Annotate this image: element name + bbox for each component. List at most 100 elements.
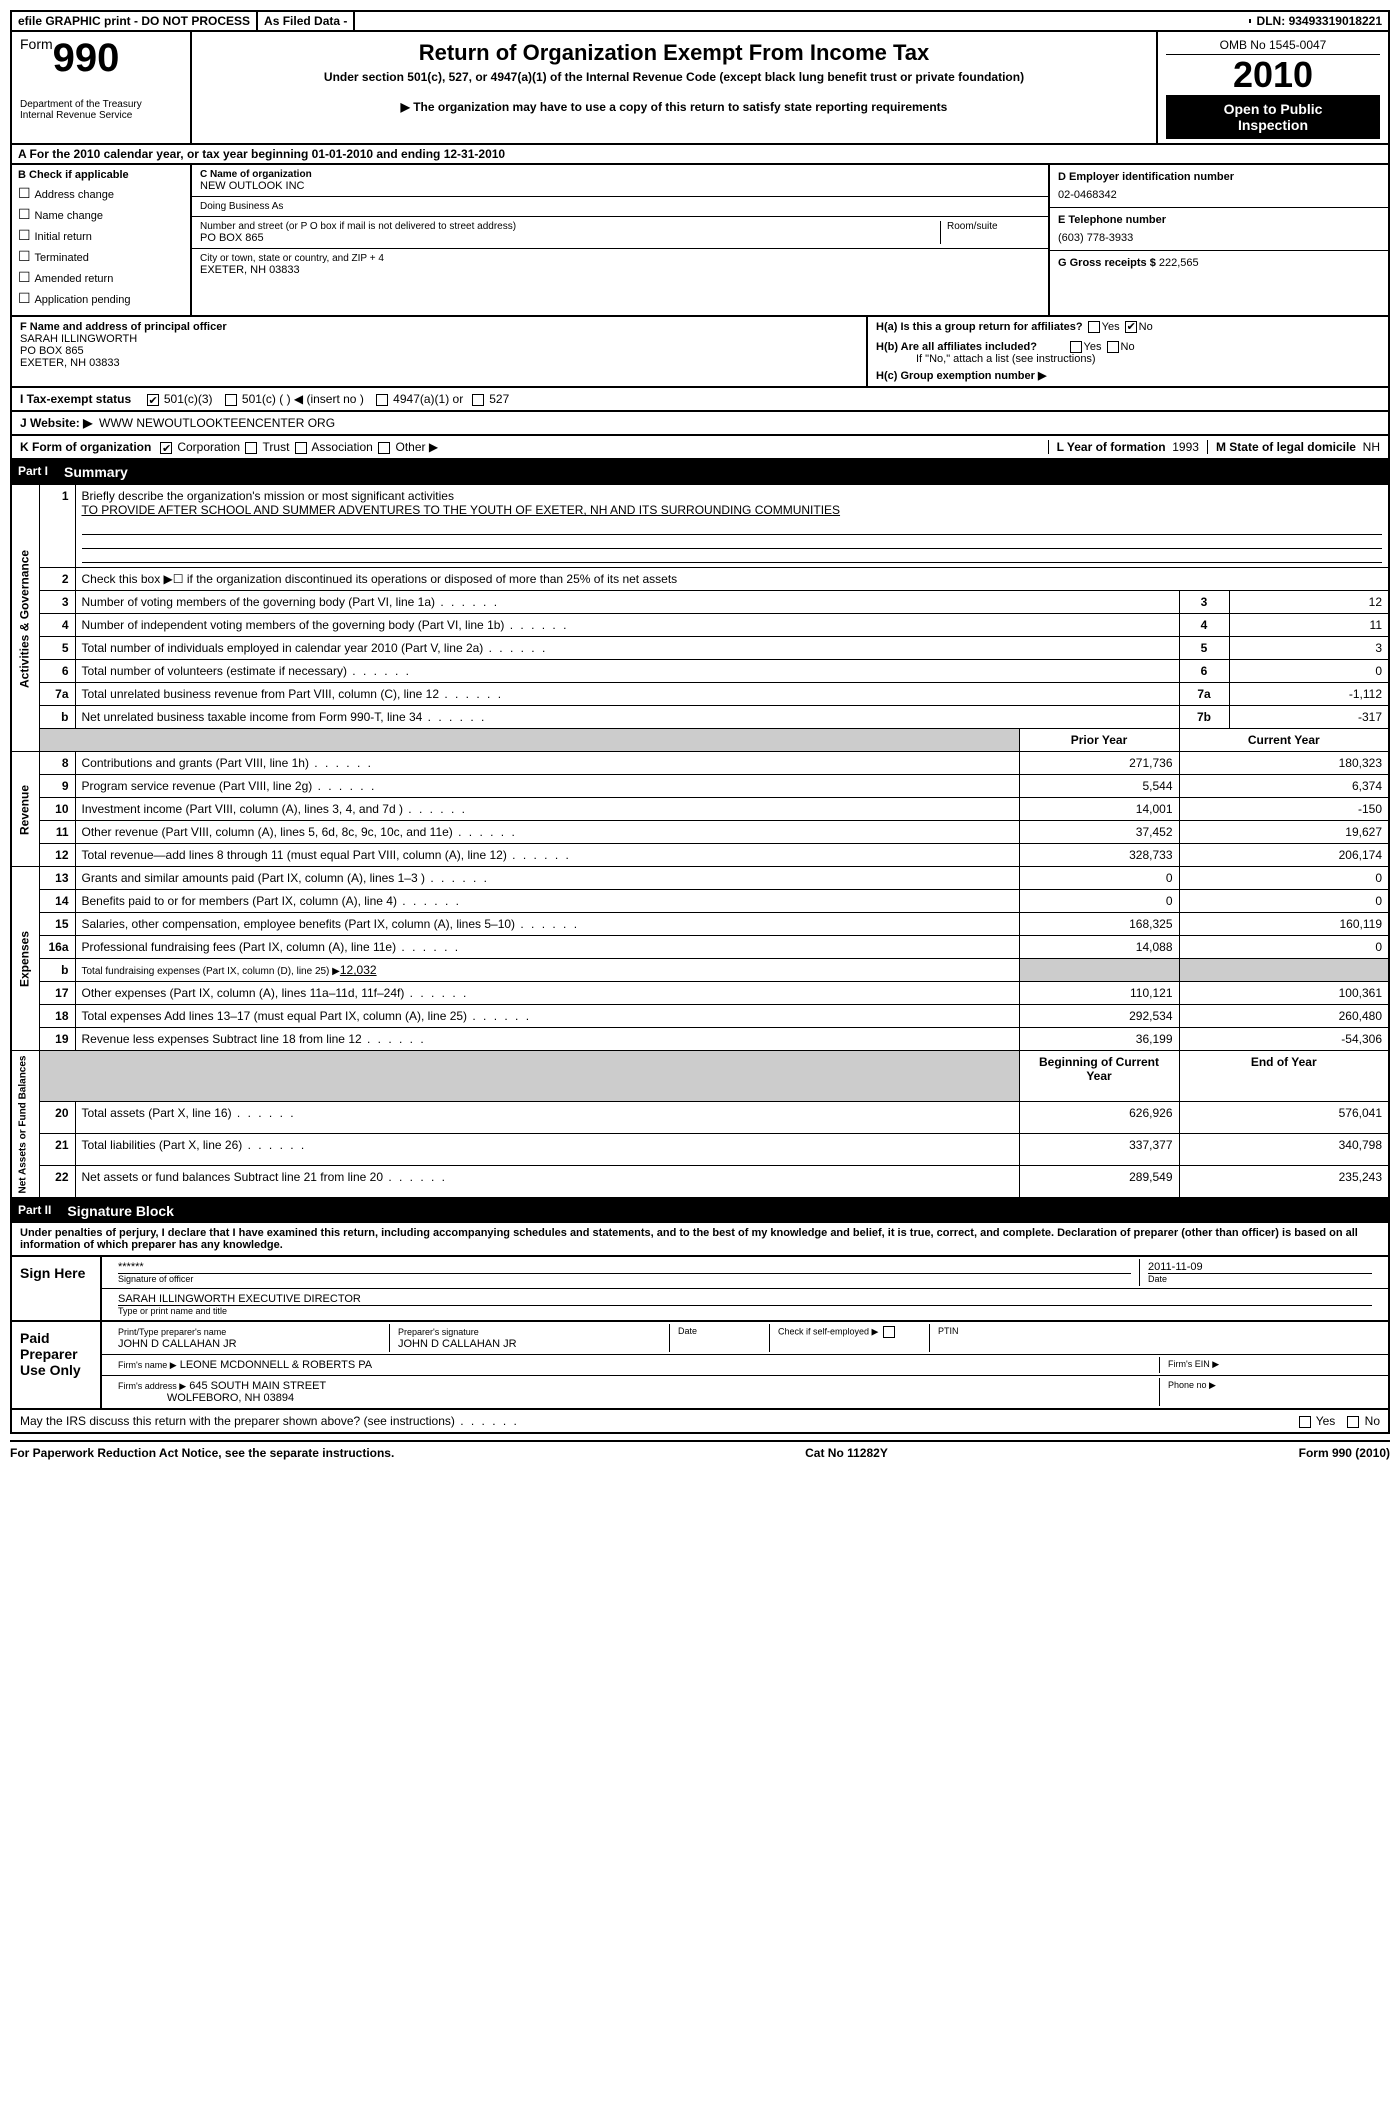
l14p: 0 xyxy=(1019,890,1179,913)
firm-name-box: Firm's name ▶ LEONE MCDONNELL & ROBERTS … xyxy=(110,1357,1160,1373)
chk-corp[interactable] xyxy=(160,442,172,454)
street-label: Number and street (or P O box if mail is… xyxy=(200,221,940,232)
org-name: NEW OUTLOOK INC xyxy=(200,180,1040,192)
part1-table: Activities & Governance 1 Briefly descri… xyxy=(10,484,1390,1199)
hb-no[interactable] xyxy=(1107,341,1119,353)
row-j: J Website: ▶ WWW NEWOUTLOOKTEENCENTER OR… xyxy=(10,412,1390,436)
l15c: 160,119 xyxy=(1179,913,1389,936)
l19n: 19 xyxy=(39,1028,75,1051)
firm-addr2: WOLFEBORO, NH 03894 xyxy=(167,1392,294,1404)
part1-number: Part I xyxy=(18,464,48,480)
year-form-value: 1993 xyxy=(1172,440,1199,454)
self-emp-box: Check if self-employed ▶ xyxy=(770,1324,930,1352)
l13c: 0 xyxy=(1179,867,1389,890)
l9p: 5,544 xyxy=(1019,775,1179,798)
phone-value: (603) 778-3933 xyxy=(1058,232,1380,244)
part2-header: Part II Signature Block xyxy=(10,1199,1390,1223)
hb-yes[interactable] xyxy=(1070,341,1082,353)
hc-row: H(c) Group exemption number ▶ xyxy=(876,369,1380,382)
prior-curr-header: Prior YearCurrent Year xyxy=(11,729,1389,752)
center-header: Return of Organization Exempt From Incom… xyxy=(192,32,1158,143)
firm-addr-row: Firm's address ▶ 645 SOUTH MAIN STREET W… xyxy=(102,1376,1388,1408)
l16ap: 14,088 xyxy=(1019,936,1179,959)
year-formation: L Year of formation 1993 xyxy=(1048,440,1199,454)
ha-no[interactable] xyxy=(1125,321,1137,333)
firm-addr-box: Firm's address ▶ 645 SOUTH MAIN STREET W… xyxy=(110,1378,1160,1406)
year-form-label: L Year of formation xyxy=(1057,440,1166,454)
l3k: 3 xyxy=(1179,591,1229,614)
l6v: 0 xyxy=(1229,660,1389,683)
prep-date: Date xyxy=(670,1324,770,1352)
l6t: Total number of volunteers (estimate if … xyxy=(75,660,1179,683)
may-irs-yes[interactable] xyxy=(1299,1416,1311,1428)
l5n: 5 xyxy=(39,637,75,660)
l17p: 110,121 xyxy=(1019,982,1179,1005)
prep-row1: Print/Type preparer's name JOHN D CALLAHA… xyxy=(102,1322,1388,1355)
ha-label: H(a) Is this a group return for affiliat… xyxy=(876,321,1083,333)
line-21: 21Total liabilities (Part X, line 26)337… xyxy=(11,1134,1389,1166)
no-lbl: No xyxy=(1139,321,1153,333)
type-print-label: Type or print name and title xyxy=(118,1305,1372,1316)
chk-527[interactable] xyxy=(472,394,484,406)
l21n: 21 xyxy=(39,1134,75,1166)
footer-right: Form 990 (2010) xyxy=(1299,1446,1390,1460)
chk-address-change[interactable]: Address change xyxy=(18,185,184,202)
chk-501c3[interactable] xyxy=(147,394,159,406)
preparer-fields: Print/Type preparer's name JOHN D CALLAHA… xyxy=(102,1322,1388,1408)
line-11: 11Other revenue (Part VIII, column (A), … xyxy=(11,821,1389,844)
l9c: 6,374 xyxy=(1179,775,1389,798)
firm-phone: Phone no ▶ xyxy=(1160,1378,1380,1406)
chk-other[interactable] xyxy=(378,442,390,454)
sig-date-label: Date xyxy=(1148,1273,1372,1284)
top-bar: efile GRAPHIC print - DO NOT PROCESS As … xyxy=(10,10,1390,32)
l13n: 13 xyxy=(39,867,75,890)
state-label: M State of legal domicile xyxy=(1216,440,1356,454)
paid-preparer-label: Paid Preparer Use Only xyxy=(12,1322,102,1408)
hb-note: If "No," attach a list (see instructions… xyxy=(916,353,1380,365)
l15n: 15 xyxy=(39,913,75,936)
l16ac: 0 xyxy=(1179,936,1389,959)
line-1-value: TO PROVIDE AFTER SCHOOL AND SUMMER ADVEN… xyxy=(82,503,841,517)
right-header: OMB No 1545-0047 2010 Open to Public Ins… xyxy=(1158,32,1388,143)
website-value: WWW NEWOUTLOOKTEENCENTER ORG xyxy=(99,416,335,430)
org-name-label: C Name of organization xyxy=(200,169,1040,180)
shade1 xyxy=(39,729,1019,752)
l20c: 576,041 xyxy=(1179,1102,1389,1134)
firm-ein: Firm's EIN ▶ xyxy=(1160,1357,1380,1373)
side-activities: Activities & Governance xyxy=(11,485,39,752)
chk-name-change[interactable]: Name change xyxy=(18,206,184,223)
open-public-1: Open to Public xyxy=(1170,101,1376,117)
gross-label: G Gross receipts $ xyxy=(1058,257,1156,269)
l13t: Grants and similar amounts paid (Part IX… xyxy=(75,867,1019,890)
may-irs-no[interactable] xyxy=(1347,1416,1359,1428)
chk-trust[interactable] xyxy=(245,442,257,454)
street-value: PO BOX 865 xyxy=(200,232,940,244)
shade2 xyxy=(1019,959,1179,982)
prep-sig: JOHN D CALLAHAN JR xyxy=(398,1338,517,1350)
l8t: Contributions and grants (Part VIII, lin… xyxy=(75,752,1019,775)
opt-4947: 4947(a)(1) or xyxy=(393,392,463,406)
l7at: Total unrelated business revenue from Pa… xyxy=(75,683,1179,706)
footer-left: For Paperwork Reduction Act Notice, see … xyxy=(10,1446,394,1460)
chk-amended[interactable]: Amended return xyxy=(18,269,184,286)
chk-application-pending[interactable]: Application pending xyxy=(18,290,184,307)
l21t: Total liabilities (Part X, line 26) xyxy=(75,1134,1019,1166)
chk-self-emp[interactable] xyxy=(883,1326,895,1338)
chk-assoc[interactable] xyxy=(295,442,307,454)
chk-terminated[interactable]: Terminated xyxy=(18,248,184,265)
row-a: A For the 2010 calendar year, or tax yea… xyxy=(10,145,1390,165)
row-i: I Tax-exempt status 501(c)(3) 501(c) ( )… xyxy=(10,388,1390,412)
l3t: Number of voting members of the governin… xyxy=(75,591,1179,614)
state-value: NH xyxy=(1363,440,1380,454)
chk-4947[interactable] xyxy=(376,394,388,406)
chk-501c[interactable] xyxy=(225,394,237,406)
l15p: 168,325 xyxy=(1019,913,1179,936)
l19c: -54,306 xyxy=(1179,1028,1389,1051)
ha-yes[interactable] xyxy=(1088,321,1100,333)
prep-type-label: Print/Type preparer's name xyxy=(118,1327,226,1337)
dept-irs: Internal Revenue Service xyxy=(20,110,182,121)
tax-exempt-label: I Tax-exempt status xyxy=(20,392,131,406)
subtitle-2: The organization may have to use a copy … xyxy=(200,100,1148,114)
l21c: 340,798 xyxy=(1179,1134,1389,1166)
chk-initial-return[interactable]: Initial return xyxy=(18,227,184,244)
